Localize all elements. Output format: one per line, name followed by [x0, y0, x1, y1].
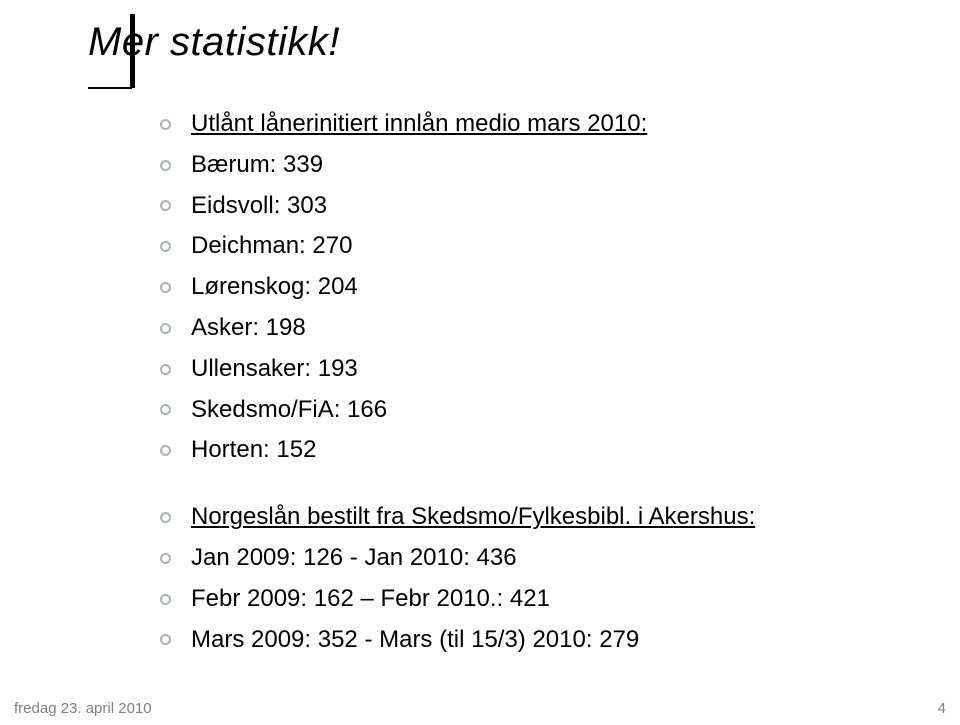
bullet-icon: [160, 553, 171, 564]
list-gap: [160, 477, 755, 503]
list-item-text: Asker: 198: [191, 314, 306, 343]
page-title: Mer statistikk!: [88, 20, 340, 65]
list-item-text: Lørenskog: 204: [191, 273, 358, 302]
footer-date: fredag 23. april 2010: [14, 700, 152, 717]
list-item: Ullensaker: 193: [160, 355, 755, 384]
bullet-icon: [160, 445, 171, 456]
list-item: Febr 2009: 162 – Febr 2010.: 421: [160, 585, 755, 614]
footer: fredag 23. april 2010 4: [0, 692, 960, 725]
list-item: Mars 2009: 352 - Mars (til 15/3) 2010: 2…: [160, 626, 755, 655]
content-list: Utlånt lånerinitiert innlån medio mars 2…: [160, 110, 755, 666]
list-item-text: Mars 2009: 352 - Mars (til 15/3) 2010: 2…: [191, 626, 639, 655]
list-item-text: Horten: 152: [191, 436, 316, 465]
list-item-text: Utlånt lånerinitiert innlån medio mars 2…: [191, 110, 647, 139]
list-item-text: Skedsmo/FiA: 166: [191, 396, 387, 425]
list-item: Norgeslån bestilt fra Skedsmo/Fylkesbibl…: [160, 503, 755, 532]
title-rule-horizontal: [88, 87, 132, 89]
bullet-icon: [160, 323, 171, 334]
slide: Mer statistikk! Utlånt lånerinitiert inn…: [0, 0, 960, 692]
bullet-icon: [160, 404, 171, 415]
bullet-icon: [160, 119, 171, 130]
list-item: Utlånt lånerinitiert innlån medio mars 2…: [160, 110, 755, 139]
list-item: Bærum: 339: [160, 151, 755, 180]
list-item-text: Deichman: 270: [191, 232, 352, 261]
footer-page: 4: [938, 700, 946, 717]
bullet-icon: [160, 634, 171, 645]
list-item-text: Jan 2009: 126 - Jan 2010: 436: [191, 544, 517, 573]
list-item: Skedsmo/FiA: 166: [160, 396, 755, 425]
list-item: Lørenskog: 204: [160, 273, 755, 302]
bullet-icon: [160, 364, 171, 375]
bullet-icon: [160, 282, 171, 293]
list-item: Horten: 152: [160, 436, 755, 465]
bullet-icon: [160, 512, 171, 523]
list-item: Jan 2009: 126 - Jan 2010: 436: [160, 544, 755, 573]
bullet-icon: [160, 200, 171, 211]
list-item-text: Norgeslån bestilt fra Skedsmo/Fylkesbibl…: [191, 503, 755, 532]
bullet-icon: [160, 594, 171, 605]
list-item: Eidsvoll: 303: [160, 192, 755, 221]
list-item: Asker: 198: [160, 314, 755, 343]
title-rule-vertical: [130, 14, 135, 88]
list-item-text: Febr 2009: 162 – Febr 2010.: 421: [191, 585, 550, 614]
list-item-text: Bærum: 339: [191, 151, 323, 180]
list-item: Deichman: 270: [160, 232, 755, 261]
list-item-text: Ullensaker: 193: [191, 355, 358, 384]
list-item-text: Eidsvoll: 303: [191, 192, 327, 221]
bullet-icon: [160, 160, 171, 171]
bullet-icon: [160, 241, 171, 252]
title-group: Mer statistikk!: [88, 20, 340, 65]
